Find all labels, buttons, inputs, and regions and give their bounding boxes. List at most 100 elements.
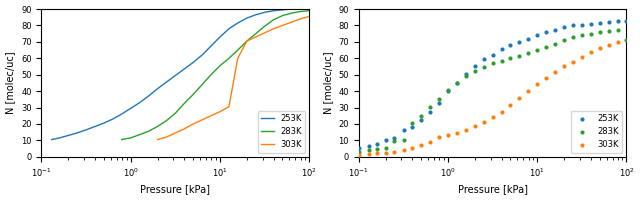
Y-axis label: N [molec/uc]: N [molec/uc] bbox=[323, 52, 333, 114]
Line: 283K: 283K bbox=[122, 11, 309, 140]
253K bbox=[136, 101, 143, 104]
303K bbox=[269, 28, 277, 30]
Legend: 253K, 283K, 303K: 253K, 283K, 303K bbox=[571, 111, 622, 153]
283K bbox=[163, 119, 170, 122]
303K bbox=[364, 153, 374, 156]
303K bbox=[515, 96, 525, 99]
253K bbox=[488, 53, 498, 57]
283K bbox=[586, 32, 596, 35]
303K bbox=[189, 123, 197, 125]
303K bbox=[470, 125, 480, 128]
283K bbox=[180, 102, 188, 105]
253K bbox=[216, 36, 224, 38]
253K bbox=[612, 20, 623, 23]
283K bbox=[497, 59, 507, 62]
303K bbox=[154, 138, 161, 141]
253K bbox=[461, 72, 471, 75]
283K bbox=[353, 150, 364, 153]
Y-axis label: N [molec/uc]: N [molec/uc] bbox=[6, 52, 15, 114]
303K bbox=[216, 110, 224, 113]
303K bbox=[434, 135, 444, 139]
283K bbox=[216, 64, 224, 67]
303K bbox=[532, 82, 542, 85]
303K bbox=[305, 15, 313, 18]
303K bbox=[252, 36, 260, 38]
253K bbox=[73, 132, 81, 134]
283K bbox=[407, 122, 417, 125]
303K bbox=[568, 60, 578, 63]
283K bbox=[532, 48, 542, 52]
253K bbox=[287, 8, 295, 10]
303K bbox=[595, 47, 605, 50]
303K bbox=[488, 115, 498, 118]
303K bbox=[612, 40, 623, 43]
303K bbox=[523, 90, 533, 93]
303K bbox=[559, 65, 569, 68]
Line: 303K: 303K bbox=[157, 16, 309, 140]
283K bbox=[416, 114, 426, 117]
283K bbox=[461, 75, 471, 78]
X-axis label: Pressure [kPa]: Pressure [kPa] bbox=[458, 184, 527, 194]
283K bbox=[612, 29, 623, 32]
283K bbox=[434, 97, 444, 100]
303K bbox=[372, 152, 382, 155]
253K bbox=[452, 81, 462, 85]
253K bbox=[234, 22, 241, 24]
283K bbox=[577, 34, 587, 37]
253K bbox=[172, 74, 179, 77]
303K bbox=[296, 18, 304, 20]
253K bbox=[145, 95, 152, 97]
253K bbox=[278, 9, 286, 11]
283K bbox=[470, 70, 480, 73]
303K bbox=[389, 150, 399, 153]
253K bbox=[523, 37, 533, 40]
253K bbox=[380, 138, 390, 141]
253K bbox=[515, 40, 525, 43]
253K bbox=[416, 118, 426, 121]
253K bbox=[577, 23, 587, 26]
253K bbox=[595, 21, 605, 25]
303K bbox=[353, 154, 364, 157]
283K bbox=[550, 42, 560, 45]
253K bbox=[497, 48, 507, 51]
253K bbox=[109, 118, 116, 120]
283K bbox=[559, 39, 569, 42]
253K bbox=[470, 65, 480, 68]
283K bbox=[243, 40, 251, 42]
283K bbox=[234, 49, 241, 51]
283K bbox=[452, 81, 462, 85]
303K bbox=[479, 121, 489, 124]
303K bbox=[163, 136, 170, 138]
283K bbox=[372, 147, 382, 150]
303K bbox=[278, 24, 286, 27]
X-axis label: Pressure [kPa]: Pressure [kPa] bbox=[140, 184, 211, 194]
283K bbox=[506, 57, 516, 60]
283K bbox=[399, 138, 409, 141]
283K bbox=[296, 10, 304, 13]
283K bbox=[225, 57, 233, 59]
303K bbox=[260, 32, 268, 34]
253K bbox=[586, 22, 596, 25]
283K bbox=[364, 149, 374, 152]
303K bbox=[506, 103, 516, 107]
253K bbox=[389, 136, 399, 139]
253K bbox=[92, 125, 99, 128]
253K bbox=[127, 107, 134, 110]
253K bbox=[399, 128, 409, 131]
303K bbox=[287, 21, 295, 23]
253K bbox=[225, 28, 233, 30]
253K bbox=[198, 54, 206, 56]
303K bbox=[604, 44, 614, 47]
253K bbox=[443, 90, 453, 93]
283K bbox=[118, 138, 125, 141]
303K bbox=[207, 115, 215, 117]
283K bbox=[595, 30, 605, 34]
283K bbox=[568, 35, 578, 39]
253K bbox=[425, 110, 435, 113]
253K bbox=[372, 143, 382, 146]
283K bbox=[621, 39, 632, 42]
253K bbox=[434, 101, 444, 104]
253K bbox=[83, 128, 90, 131]
283K bbox=[523, 52, 533, 55]
253K bbox=[154, 87, 161, 90]
